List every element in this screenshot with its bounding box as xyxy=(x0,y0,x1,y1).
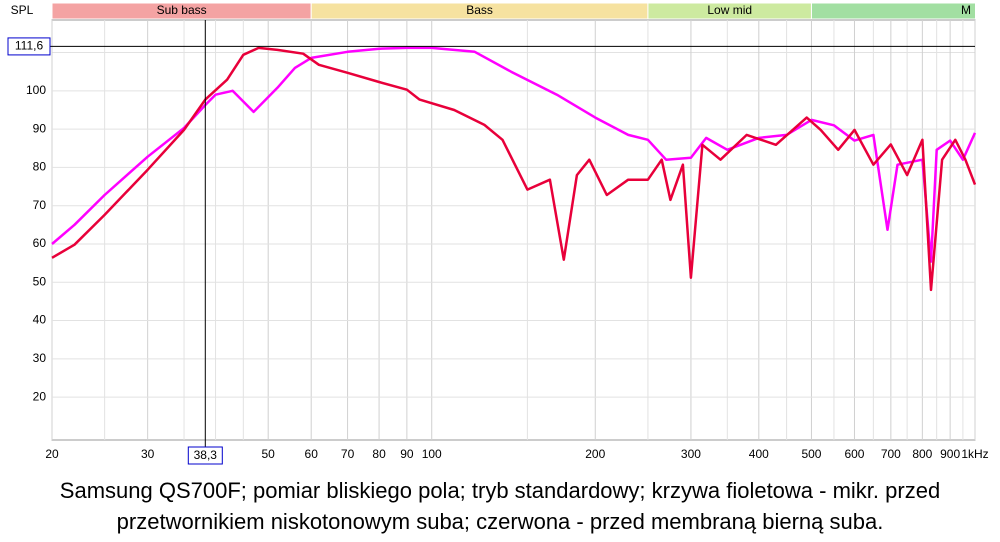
x-tick-label: 30 xyxy=(141,447,155,461)
x-tick-label: 400 xyxy=(749,447,769,461)
y-tick-label: 30 xyxy=(33,351,47,365)
x-tick-label: 50 xyxy=(262,447,276,461)
y-tick-label: 100 xyxy=(26,83,46,97)
y-tick-label: 20 xyxy=(33,389,47,403)
band-label: Low mid xyxy=(707,3,752,17)
y-tick-label: 60 xyxy=(33,236,47,250)
y-tick-label: 70 xyxy=(33,198,47,212)
plot-area xyxy=(51,19,976,441)
series-line xyxy=(51,46,977,292)
bands: Sub bass Bass Low mid M xyxy=(52,2,975,20)
caption: Samsung QS700F; pomiar bliskiego pola; t… xyxy=(60,478,940,503)
cursor-y-box xyxy=(7,37,51,56)
y-tick-label: 90 xyxy=(33,121,47,135)
band-label: Sub bass xyxy=(157,3,207,17)
y-axis-label: SPL xyxy=(11,3,34,17)
band-label: Bass xyxy=(466,3,493,17)
x-tick-label: 300 xyxy=(681,447,701,461)
caption: przetwornikiem niskotonowym suba; czerwo… xyxy=(117,509,884,534)
y-tick-label: 80 xyxy=(33,160,47,174)
x-tick-label: 900 xyxy=(940,447,960,461)
y-tick-label: 50 xyxy=(33,274,47,288)
series-line xyxy=(51,46,977,263)
cursor-x-label: 38,3 xyxy=(194,448,218,462)
x-tick-label: 800 xyxy=(912,447,932,461)
x-tick-label: 60 xyxy=(305,447,319,461)
x-tick-label: 20 xyxy=(45,447,59,461)
band-label: M xyxy=(961,3,971,17)
x-tick-label: 600 xyxy=(844,447,864,461)
cursor-y-label: 111,6 xyxy=(15,39,44,53)
x-tick-label: 70 xyxy=(341,447,355,461)
band xyxy=(810,2,975,20)
x-tick-label: 200 xyxy=(585,447,605,461)
x-tick-label: 100 xyxy=(422,447,442,461)
x-tick-label: 80 xyxy=(372,447,386,461)
y-tick-label: 40 xyxy=(33,313,47,327)
x-tick-label: 90 xyxy=(400,447,414,461)
x-tick-label: 500 xyxy=(801,447,821,461)
cursor-x-box xyxy=(187,446,223,465)
x-tick-label: 700 xyxy=(881,447,901,461)
x-tick-label: 1kHz xyxy=(961,447,988,461)
